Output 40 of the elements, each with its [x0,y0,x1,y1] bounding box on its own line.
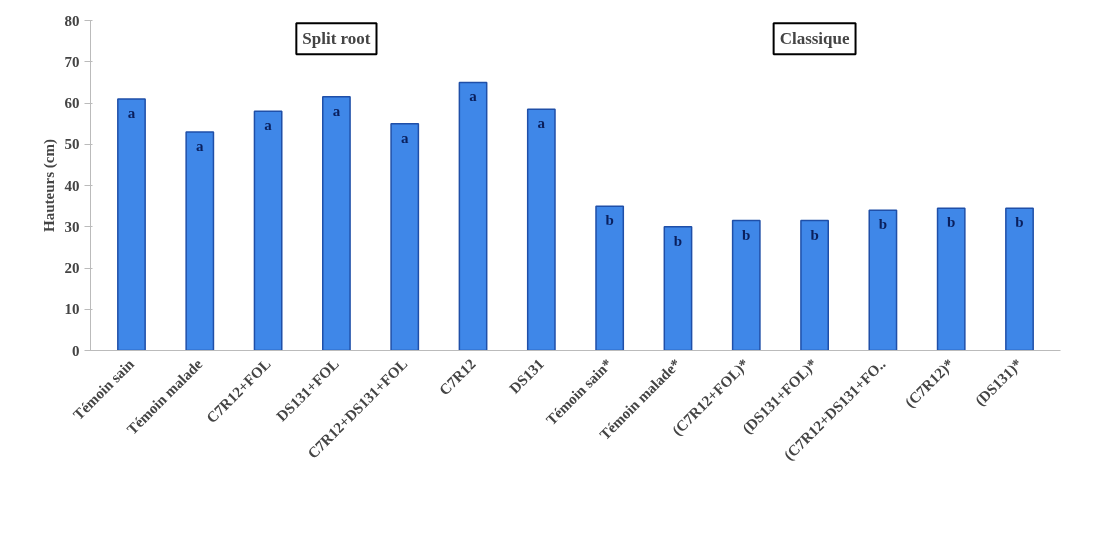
data-label: a [400,129,409,146]
y-tick-label: 20 [64,260,80,276]
data-label: b [810,226,819,243]
data-label: a [264,117,273,134]
bar [595,205,625,351]
bar [936,207,966,351]
y-tick-label: 10 [64,301,80,318]
bar [322,96,351,351]
y-tick-label: 40 [64,177,80,194]
bar [731,219,761,351]
bar [390,122,420,351]
y-tick-label: 30 [64,218,80,235]
data-label: b [605,212,614,229]
annotation: Split root [302,29,371,49]
bar [458,81,488,351]
y-tick-label: 0 [72,342,80,359]
bar [185,131,215,351]
bar [117,98,146,351]
bar [800,219,829,351]
data-label: a [537,115,546,132]
bar [663,226,693,351]
bar [1005,207,1034,351]
bar [868,209,898,351]
y-tick-label: 80 [64,12,80,29]
y-tick-label: 70 [64,53,80,70]
data-label: b [1015,214,1024,231]
data-label: a [332,102,341,119]
bar [526,108,556,351]
data-label: b [673,232,683,249]
bar [253,110,283,351]
data-label: a [127,104,136,121]
y-tick-label: 60 [64,95,80,111]
data-label: b [878,216,888,233]
y-tick-label: 50 [64,136,80,153]
data-label: a [469,88,478,105]
data-label: b [947,214,956,231]
data-label: a [196,137,205,154]
y-axis-title: Hauteurs (cm) [40,139,58,232]
annotation: Classique [779,29,850,49]
data-label: b [742,226,751,243]
